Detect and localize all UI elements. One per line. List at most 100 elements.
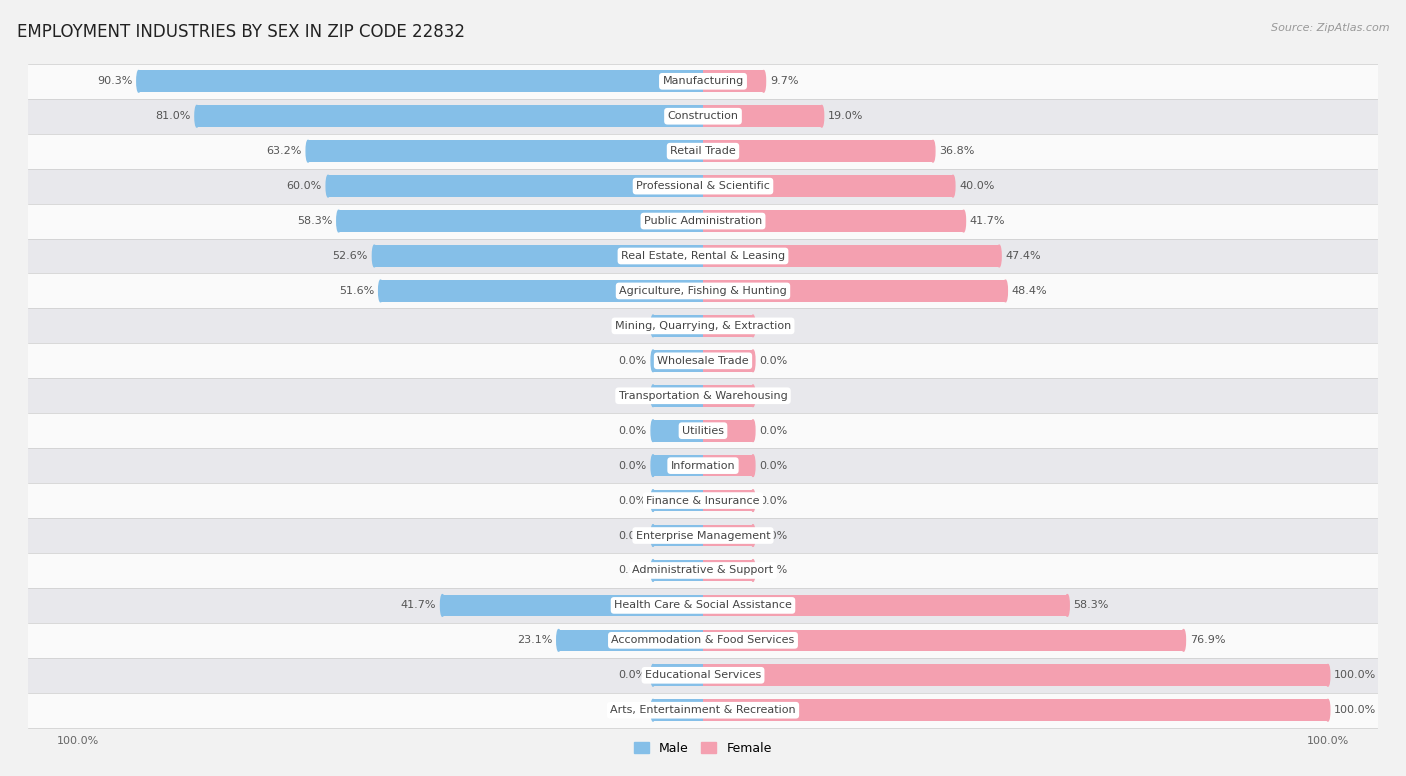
Bar <box>15 658 1391 693</box>
Circle shape <box>440 594 444 616</box>
Bar <box>703 315 754 337</box>
Bar <box>443 594 703 616</box>
Bar <box>703 420 754 442</box>
Bar <box>703 385 754 407</box>
Text: Enterprise Management: Enterprise Management <box>636 531 770 541</box>
Text: Arts, Entertainment & Recreation: Arts, Entertainment & Recreation <box>610 705 796 715</box>
Text: Manufacturing: Manufacturing <box>662 76 744 86</box>
Bar <box>15 518 1391 553</box>
Bar <box>15 449 1391 483</box>
Text: 23.1%: 23.1% <box>517 636 553 646</box>
Text: Agriculture, Fishing & Hunting: Agriculture, Fishing & Hunting <box>619 286 787 296</box>
Circle shape <box>373 245 377 267</box>
Text: 40.0%: 40.0% <box>959 181 994 191</box>
Circle shape <box>950 175 955 197</box>
Text: Utilities: Utilities <box>682 426 724 435</box>
Bar <box>703 490 754 511</box>
Text: 0.0%: 0.0% <box>759 356 787 365</box>
Circle shape <box>751 490 755 511</box>
Circle shape <box>651 350 655 372</box>
Text: 41.7%: 41.7% <box>401 601 436 611</box>
Bar <box>197 106 703 127</box>
Circle shape <box>1066 594 1069 616</box>
Bar <box>703 455 754 476</box>
Text: Source: ZipAtlas.com: Source: ZipAtlas.com <box>1271 23 1389 33</box>
Text: Educational Services: Educational Services <box>645 670 761 681</box>
Text: 76.9%: 76.9% <box>1189 636 1225 646</box>
Bar <box>652 559 703 581</box>
Text: 90.3%: 90.3% <box>97 76 132 86</box>
Text: 48.4%: 48.4% <box>1012 286 1047 296</box>
Circle shape <box>651 699 655 721</box>
Bar <box>15 64 1391 99</box>
Circle shape <box>136 71 141 92</box>
Bar <box>15 203 1391 238</box>
Circle shape <box>651 490 655 511</box>
Text: EMPLOYMENT INDUSTRIES BY SEX IN ZIP CODE 22832: EMPLOYMENT INDUSTRIES BY SEX IN ZIP CODE… <box>17 23 465 41</box>
Circle shape <box>1004 280 1007 302</box>
Text: Finance & Insurance: Finance & Insurance <box>647 496 759 506</box>
Text: 81.0%: 81.0% <box>155 111 191 121</box>
Circle shape <box>751 455 755 476</box>
Text: Administrative & Support: Administrative & Support <box>633 566 773 576</box>
Bar <box>703 525 754 546</box>
Text: Retail Trade: Retail Trade <box>671 146 735 156</box>
Text: Information: Information <box>671 461 735 470</box>
Text: 58.3%: 58.3% <box>1074 601 1109 611</box>
Text: 0.0%: 0.0% <box>619 531 647 541</box>
Text: Real Estate, Rental & Leasing: Real Estate, Rental & Leasing <box>621 251 785 261</box>
Text: 63.2%: 63.2% <box>267 146 302 156</box>
Text: 0.0%: 0.0% <box>759 531 787 541</box>
Circle shape <box>378 280 382 302</box>
Bar <box>15 588 1391 623</box>
Text: Public Administration: Public Administration <box>644 216 762 226</box>
Bar <box>652 315 703 337</box>
Circle shape <box>997 245 1001 267</box>
Circle shape <box>651 559 655 581</box>
Bar <box>703 106 821 127</box>
Text: 0.0%: 0.0% <box>619 356 647 365</box>
Circle shape <box>337 210 340 232</box>
Circle shape <box>962 210 966 232</box>
Bar <box>652 699 703 721</box>
Bar <box>374 245 703 267</box>
Bar <box>15 168 1391 203</box>
Bar <box>703 594 1067 616</box>
Bar <box>15 414 1391 449</box>
Bar <box>15 693 1391 728</box>
Bar <box>703 140 934 162</box>
Circle shape <box>651 525 655 546</box>
Text: Professional & Scientific: Professional & Scientific <box>636 181 770 191</box>
Bar <box>308 140 703 162</box>
Bar <box>558 629 703 651</box>
Circle shape <box>651 385 655 407</box>
Bar <box>15 273 1391 308</box>
Bar <box>703 210 963 232</box>
Text: 0.0%: 0.0% <box>619 496 647 506</box>
Text: 0.0%: 0.0% <box>619 461 647 470</box>
Bar <box>328 175 703 197</box>
Circle shape <box>651 420 655 442</box>
Text: 47.4%: 47.4% <box>1005 251 1040 261</box>
Text: 52.6%: 52.6% <box>333 251 368 261</box>
Bar <box>703 664 1327 686</box>
Circle shape <box>1181 629 1185 651</box>
Circle shape <box>751 559 755 581</box>
Text: 0.0%: 0.0% <box>759 566 787 576</box>
Circle shape <box>195 106 198 127</box>
Text: 60.0%: 60.0% <box>287 181 322 191</box>
Bar <box>15 133 1391 168</box>
Bar <box>15 238 1391 273</box>
Bar <box>381 280 703 302</box>
Text: 58.3%: 58.3% <box>297 216 332 226</box>
Bar <box>652 420 703 442</box>
Text: 100.0%: 100.0% <box>1334 670 1376 681</box>
Text: Health Care & Social Assistance: Health Care & Social Assistance <box>614 601 792 611</box>
Text: 0.0%: 0.0% <box>619 705 647 715</box>
Text: 0.0%: 0.0% <box>759 321 787 331</box>
Text: 0.0%: 0.0% <box>619 391 647 400</box>
Text: 9.7%: 9.7% <box>770 76 799 86</box>
Bar <box>15 553 1391 588</box>
Circle shape <box>751 420 755 442</box>
Circle shape <box>820 106 824 127</box>
